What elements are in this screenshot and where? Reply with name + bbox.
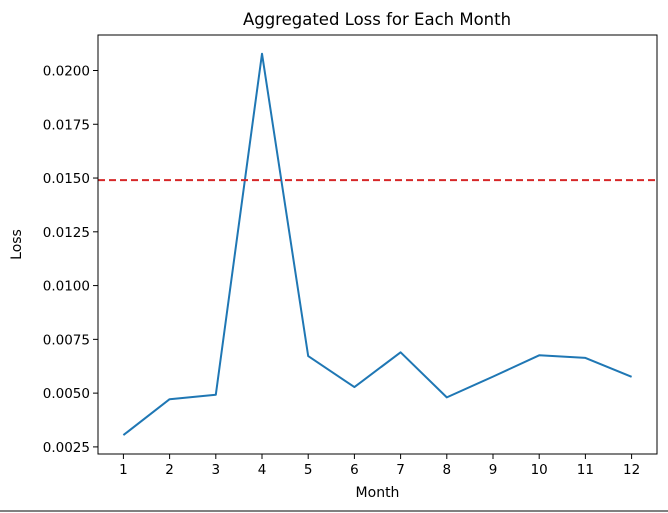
loss-series-line — [122, 52, 632, 436]
y-axis-ticks: 0.0025 0.0050 0.0075 0.0100 0.0125 0.0150 0.01… — [43, 63, 98, 456]
x-tick-label: 3 — [212, 462, 221, 478]
x-axis-label: Month — [356, 485, 400, 501]
y-axis-label: Loss — [9, 229, 25, 260]
plot-area — [98, 52, 657, 436]
y-tick-label: 0.0175 — [43, 117, 90, 133]
x-tick-label: 10 — [531, 462, 548, 478]
y-tick-label: 0.0050 — [43, 386, 90, 402]
x-tick-label: 12 — [623, 462, 640, 478]
y-tick-label: 0.0125 — [43, 225, 90, 241]
x-tick-label: 8 — [443, 462, 452, 478]
x-tick-label: 11 — [577, 462, 594, 478]
x-axis-ticks: 1 2 3 4 5 6 7 8 9 10 11 12 — [119, 454, 640, 478]
chart-title: Aggregated Loss for Each Month — [243, 10, 511, 29]
y-tick-label: 0.0150 — [43, 171, 90, 187]
x-tick-label: 1 — [119, 462, 128, 478]
x-tick-label: 9 — [489, 462, 498, 478]
y-tick-label: 0.0200 — [43, 63, 90, 79]
x-tick-label: 4 — [258, 462, 267, 478]
x-tick-label: 2 — [165, 462, 174, 478]
plot-frame — [97, 34, 658, 455]
y-tick-label: 0.0075 — [43, 332, 90, 348]
y-tick-label: 0.0100 — [43, 279, 90, 295]
x-tick-label: 7 — [396, 462, 405, 478]
x-tick-label: 6 — [350, 462, 359, 478]
y-tick-label: 0.0025 — [43, 440, 90, 456]
x-tick-label: 5 — [304, 462, 313, 478]
